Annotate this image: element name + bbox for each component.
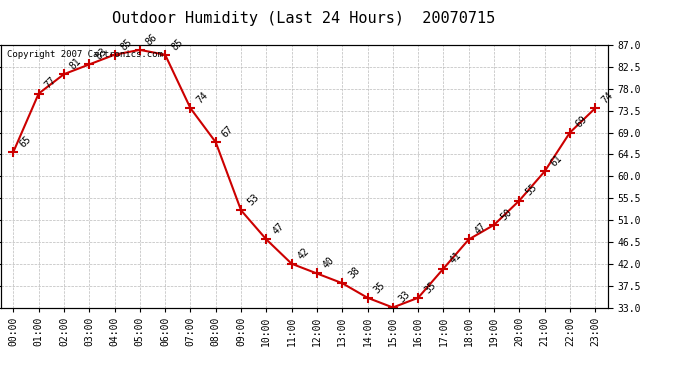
Text: 55: 55 (524, 182, 539, 198)
Text: 61: 61 (549, 153, 564, 169)
Text: 42: 42 (296, 246, 311, 261)
Text: Copyright 2007 Cartronics.com: Copyright 2007 Cartronics.com (7, 50, 163, 59)
Text: 35: 35 (422, 280, 437, 295)
Text: 74: 74 (600, 90, 615, 105)
Text: 69: 69 (574, 114, 589, 130)
Text: 38: 38 (346, 265, 362, 280)
Text: 85: 85 (119, 37, 134, 52)
Text: 83: 83 (93, 46, 109, 62)
Text: 65: 65 (17, 134, 33, 149)
Text: 33: 33 (397, 290, 413, 305)
Text: 85: 85 (169, 37, 185, 52)
Text: 53: 53 (245, 192, 261, 207)
Text: 67: 67 (220, 124, 235, 140)
Text: 81: 81 (68, 56, 83, 71)
Text: 77: 77 (43, 75, 58, 91)
Text: Outdoor Humidity (Last 24 Hours)  20070715: Outdoor Humidity (Last 24 Hours) 2007071… (112, 11, 495, 26)
Text: 74: 74 (195, 90, 210, 105)
Text: 86: 86 (144, 32, 159, 47)
Text: 35: 35 (372, 280, 387, 295)
Text: 41: 41 (448, 251, 463, 266)
Text: 50: 50 (498, 207, 513, 222)
Text: 47: 47 (270, 221, 286, 237)
Text: 47: 47 (473, 221, 489, 237)
Text: 40: 40 (321, 255, 337, 271)
